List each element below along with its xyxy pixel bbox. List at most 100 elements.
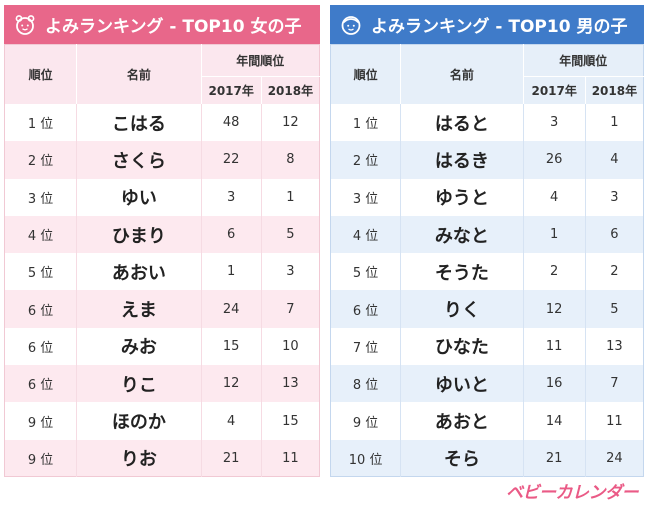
col-yearly: 年間順位 xyxy=(522,44,644,77)
rank-cell: 10 位 xyxy=(348,452,383,468)
rank-2017-cell: 12 xyxy=(200,365,262,403)
rank-cell: 2 位 xyxy=(27,154,54,170)
boys-title: よみランキング - TOP10 男の子 xyxy=(371,17,628,37)
rank-cell: 6 位 xyxy=(27,303,54,319)
name-cell: みお xyxy=(76,327,202,366)
col-name: 名前 xyxy=(400,44,524,104)
col-2017: 2017年 xyxy=(522,76,586,104)
rank-cell: 4 位 xyxy=(352,229,379,245)
name-cell: ゆい xyxy=(76,178,202,216)
name-cell: みなと xyxy=(400,215,524,254)
girls-title: よみランキング - TOP10 女の子 xyxy=(45,17,302,37)
rank-cell: 6 位 xyxy=(27,378,54,394)
table-row: 10 位 そら 21 24 xyxy=(330,439,644,477)
table-row: 9 位 ほのか 4 15 xyxy=(5,402,320,440)
name-cell: りお xyxy=(76,439,202,477)
name-cell: こはる xyxy=(76,104,202,142)
table-row: 6 位 りく 12 5 xyxy=(330,290,644,328)
rank-2018-cell: 2 xyxy=(584,253,644,291)
table-row: 2 位 はるき 26 4 xyxy=(330,141,644,179)
boys-ranking-panel: よみランキング - TOP10 男の子 順位 名前 年間順位 2017年 201… xyxy=(330,5,644,478)
rank-2018-cell: 7 xyxy=(260,290,320,328)
table-row: 5 位そうた 2 2 xyxy=(331,253,644,291)
rank-2017-cell: 26 xyxy=(522,141,586,179)
rank-2018-cell: 4 xyxy=(584,141,644,179)
rank-2017-cell: 1 xyxy=(522,215,586,254)
rank-cell: 1 位 xyxy=(352,117,379,133)
rank-2018-cell: 1 xyxy=(260,178,320,216)
rank-cell: 9 位 xyxy=(352,415,379,431)
rank-2017-cell: 4 xyxy=(200,402,262,440)
col-2018: 2018年 xyxy=(584,76,644,104)
rank-2018-cell: 6 xyxy=(584,215,644,254)
rank-2017-cell: 15 xyxy=(200,327,262,366)
boys-header: よみランキング - TOP10 男の子 xyxy=(330,5,644,44)
table-row: 6 位 みお 15 10 xyxy=(5,327,320,366)
table-row: 9 位 あおと 14 11 xyxy=(331,402,644,440)
rank-2018-cell: 1 xyxy=(584,104,644,142)
rank-2017-cell: 6 xyxy=(200,215,262,254)
col-rank: 順位 xyxy=(330,44,401,104)
table-row: 7 位 ひなた 11 13 xyxy=(331,327,644,366)
rank-2018-cell: 10 xyxy=(260,327,320,366)
name-cell: そうた xyxy=(400,253,524,291)
rank-2018-cell: 7 xyxy=(584,365,644,403)
name-cell: はると xyxy=(400,104,524,142)
rank-2017-cell: 22 xyxy=(200,141,262,179)
rank-cell: 7 位 xyxy=(352,340,379,356)
rank-cell: 3 位 xyxy=(352,191,379,207)
rank-cell: 6 位 xyxy=(352,303,379,319)
name-cell: そら xyxy=(400,439,524,477)
table-row: 9 位 りお 21 11 xyxy=(4,439,320,477)
rank-2018-cell: 15 xyxy=(260,402,320,440)
rank-cell: 1 位 xyxy=(27,117,54,133)
boys-table: 順位 名前 年間順位 2017年 2018年 1 位はると 3 1 2 位はるき 26… xyxy=(330,44,644,478)
rank-2018-cell: 13 xyxy=(584,327,644,366)
table-row: 5 位 あおい 1 3 xyxy=(5,253,320,291)
name-cell: ゆうと xyxy=(400,178,524,216)
rank-2017-cell: 3 xyxy=(200,178,262,216)
rank-2018-cell: 3 xyxy=(584,178,644,216)
girl-face-icon xyxy=(14,14,36,36)
rank-2017-cell: 16 xyxy=(522,365,586,403)
name-cell: ほのか xyxy=(76,402,202,440)
name-cell: ゆいと xyxy=(400,365,524,403)
rank-2017-cell: 14 xyxy=(522,402,586,440)
rank-2017-cell: 1 xyxy=(200,253,262,291)
rank-2018-cell: 11 xyxy=(584,402,644,440)
girls-header: よみランキング - TOP10 女の子 xyxy=(4,5,320,44)
rank-2017-cell: 48 xyxy=(200,104,262,142)
rank-cell: 5 位 xyxy=(27,266,54,282)
rank-2017-cell: 2 xyxy=(522,253,586,291)
rank-2018-cell: 8 xyxy=(260,141,320,179)
name-cell: さくら xyxy=(76,141,202,179)
baby-calendar-logo: ベビーカレンダー xyxy=(506,483,639,503)
table-row: 1 位 こはる 48 12 xyxy=(5,104,320,142)
col-2018: 2018年 xyxy=(260,76,320,104)
rank-cell: 5 位 xyxy=(352,266,379,282)
rank-2017-cell: 24 xyxy=(200,290,262,328)
rank-cell: 9 位 xyxy=(27,452,54,468)
name-cell: えま xyxy=(76,290,202,328)
col-rank: 順位 xyxy=(4,44,77,104)
name-cell: あおと xyxy=(400,402,524,440)
name-cell: ひなた xyxy=(400,327,524,366)
rank-2018-cell: 3 xyxy=(260,253,320,291)
rank-2018-cell: 24 xyxy=(584,439,644,477)
rank-2018-cell: 5 xyxy=(260,215,320,254)
col-2017: 2017年 xyxy=(200,76,262,104)
rank-2017-cell: 11 xyxy=(522,327,586,366)
rank-2018-cell: 11 xyxy=(260,439,320,477)
rank-cell: 8 位 xyxy=(352,378,379,394)
rank-2018-cell: 13 xyxy=(260,365,320,403)
girls-ranking-panel: よみランキング - TOP10 女の子 順位 名前 年間順位 2017年 201… xyxy=(4,5,320,478)
table-row: 6 位 えま 24 7 xyxy=(4,290,320,328)
table-row: 8 位 ゆいと 16 7 xyxy=(330,365,644,403)
rank-2017-cell: 4 xyxy=(522,178,586,216)
rank-2017-cell: 12 xyxy=(522,290,586,328)
name-cell: あおい xyxy=(76,253,202,291)
table-row: 4 位 みなと 1 6 xyxy=(330,215,644,254)
name-cell: りこ xyxy=(76,365,202,403)
table-row: 6 位 りこ 12 13 xyxy=(4,365,320,403)
rank-2017-cell: 21 xyxy=(522,439,586,477)
